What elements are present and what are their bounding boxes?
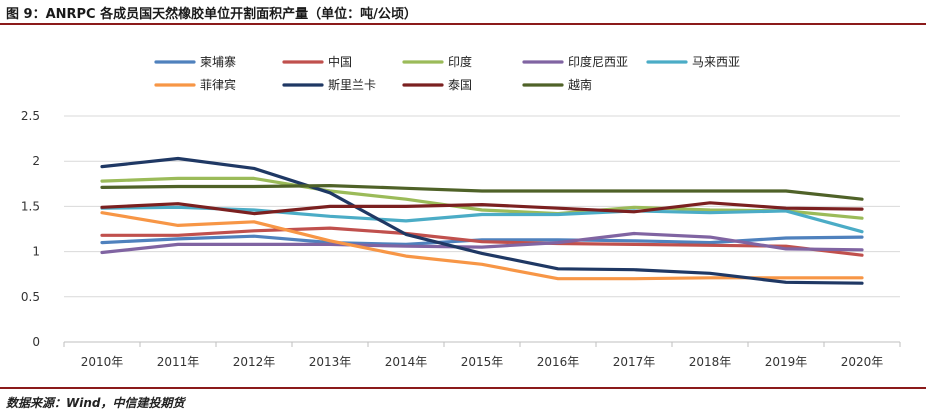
legend-label: 越南 [568,77,592,92]
x-tick-label: 2014年 [385,355,428,369]
x-tick-label: 2011年 [157,355,200,369]
series-line [100,226,864,257]
line-chart: 0 0.5 1 1.5 2 2.5 2010年 2011年 2012年 2013年 2014年 201… [21,54,901,369]
legend-label: 印度 [448,54,472,69]
figure-title: 图 9：ANRPC 各成员国天然橡胶单位开割面积产量（单位：吨/公顷） [6,7,417,22]
y-tick-label: 0 [32,335,40,349]
data-source: 数据来源：Wind，中信建投期货 [6,396,185,410]
legend-label: 马来西亚 [692,55,740,69]
series-line [100,176,864,220]
y-tick-label: 2 [32,154,40,168]
x-tick-label: 2013年 [309,355,352,369]
x-tick-label: 2018年 [689,355,732,369]
bottom-rule [0,387,926,389]
series-lines [100,156,864,285]
series-line [100,156,864,285]
y-tick-label: 0.5 [21,290,40,304]
grid-lines [64,115,900,343]
legend-label: 斯里兰卡 [328,78,376,92]
x-tick-label: 2015年 [461,355,504,369]
y-tick-label: 1.5 [21,199,40,213]
series-line [100,201,864,216]
legend-label: 中国 [328,54,352,69]
x-tick-label: 2019年 [765,355,808,369]
axes: 0 0.5 1 1.5 2 2.5 2010年 2011年 2012年 2013年 2014年 201… [21,109,901,369]
legend-label: 印度尼西亚 [568,54,628,69]
legend-label: 柬埔寨 [200,54,236,69]
series-line [100,184,864,201]
top-rule [0,23,926,25]
series-line [100,231,864,255]
x-tick-label: 2017年 [613,355,656,369]
x-tick-label: 2012年 [233,355,276,369]
legend-label: 菲律宾 [200,77,236,92]
y-tick-label: 1 [32,245,40,259]
x-tick-label: 2020年 [841,355,884,369]
x-tick-label: 2010年 [81,355,124,369]
legend-label: 泰国 [448,78,472,92]
y-tick-label: 2.5 [21,109,40,123]
x-tick-label: 2016年 [537,355,580,369]
